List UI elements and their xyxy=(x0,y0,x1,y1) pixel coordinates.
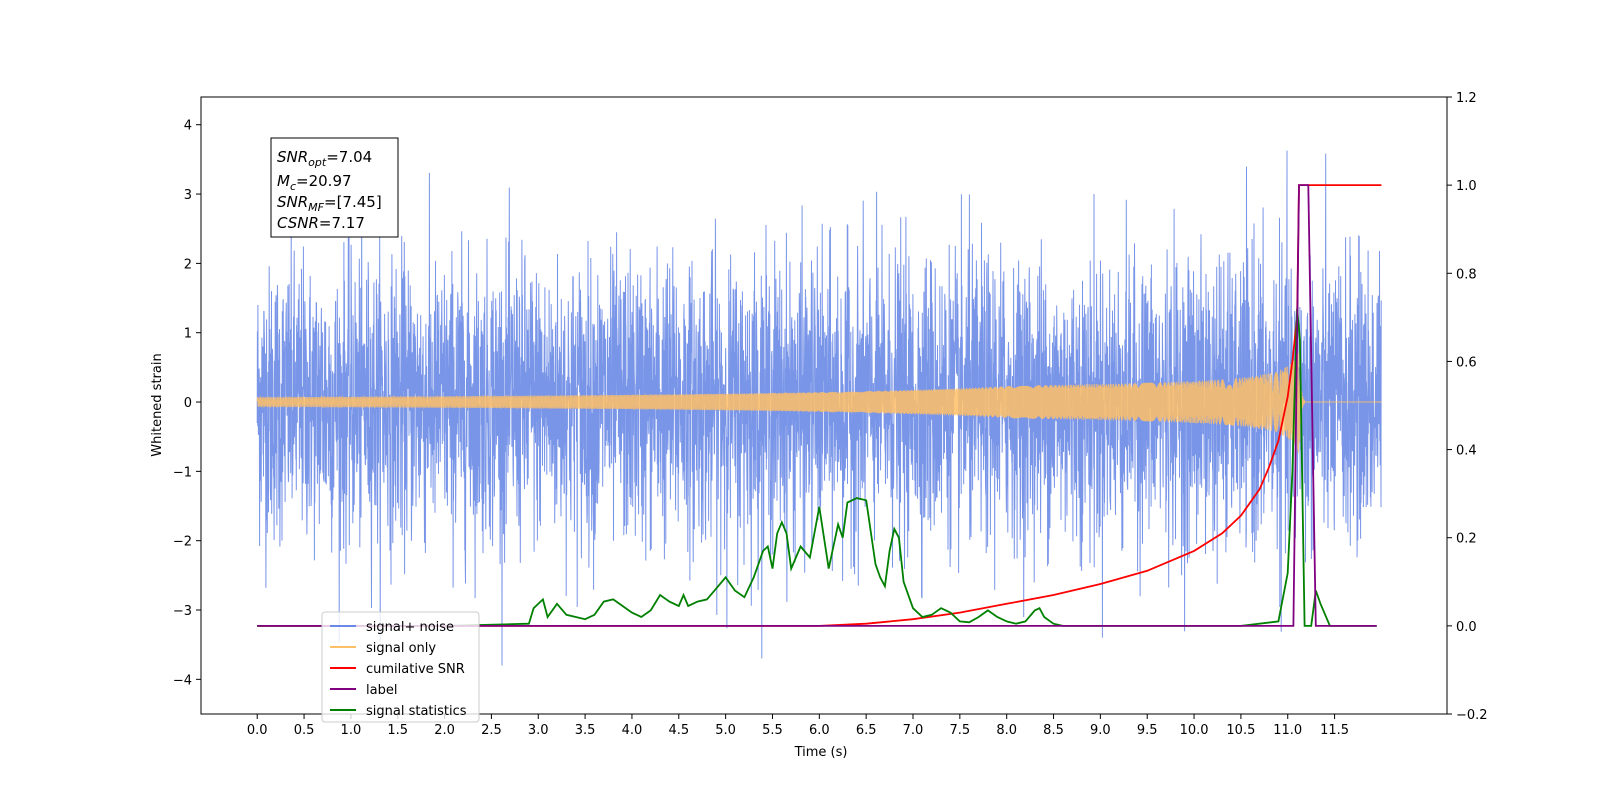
legend-label-signal-statistics: signal statistics xyxy=(366,704,467,719)
y-axis-label: Whitened strain xyxy=(150,353,165,456)
legend: signal+ noise signal only cumilative SNR… xyxy=(321,611,480,723)
legend-frame xyxy=(321,611,480,723)
series-signal-only-group xyxy=(256,350,1382,453)
y-left-tick-label: 3 xyxy=(184,188,192,203)
y-left-tick-label: −4 xyxy=(173,673,192,688)
y-right-tick-label: 1.0 xyxy=(1456,179,1477,194)
x-tick-label: 5.5 xyxy=(762,723,783,738)
y-axis-left: 4 3 2 1 0 −1 −2 −3 −4 xyxy=(173,119,201,688)
x-tick-label: 6.0 xyxy=(809,723,830,738)
y-left-tick-label: 0 xyxy=(184,396,192,411)
x-tick-label: 3.0 xyxy=(528,723,549,738)
x-tick-label: 11.5 xyxy=(1320,723,1349,738)
y-right-tick-label: 0.0 xyxy=(1456,620,1477,635)
y-left-tick-label: −1 xyxy=(173,465,192,480)
y-right-tick-label: 0.8 xyxy=(1456,267,1477,282)
y-left-tick-label: 4 xyxy=(184,119,192,134)
legend-label-cumilative-snr: cumilative SNR xyxy=(366,662,465,677)
legend-label-label: label xyxy=(366,683,397,698)
x-tick-label: 10.0 xyxy=(1180,723,1209,738)
plot-frame xyxy=(200,96,1448,715)
y-right-tick-label: −0.2 xyxy=(1456,708,1488,723)
x-tick-label: 8.5 xyxy=(1043,723,1064,738)
x-tick-label: 9.5 xyxy=(1137,723,1158,738)
x-tick-label: 9.0 xyxy=(1090,723,1111,738)
x-tick-label: 4.5 xyxy=(668,723,689,738)
annotation-snr-mf: SNRMF=[7.45] xyxy=(277,193,382,214)
y-left-tick-label: −3 xyxy=(173,604,192,619)
x-tick-label: 4.0 xyxy=(622,723,643,738)
annotation-mc: Mc=20.97 xyxy=(277,172,352,193)
x-tick-label: 10.5 xyxy=(1226,723,1255,738)
x-tick-label: 11.0 xyxy=(1273,723,1302,738)
legend-label-signal-only: signal only xyxy=(366,641,436,656)
y-left-tick-label: 1 xyxy=(184,327,192,342)
y-left-tick-label: −2 xyxy=(173,535,192,550)
annotation-snr-opt: SNRopt=7.04 xyxy=(277,148,372,169)
y-left-tick-label: 2 xyxy=(184,257,192,272)
x-tick-label: 0.0 xyxy=(247,723,268,738)
x-tick-label: 3.5 xyxy=(575,723,596,738)
y-right-tick-label: 1.2 xyxy=(1456,91,1477,106)
y-axis-right: 1.2 1.0 0.8 0.6 0.4 0.2 0.0 −0.2 xyxy=(1447,91,1488,723)
x-tick-label: 0.5 xyxy=(294,723,315,738)
y-right-tick-label: 0.6 xyxy=(1456,355,1477,370)
y-right-tick-label: 0.2 xyxy=(1456,532,1477,547)
y-right-tick-label: 0.4 xyxy=(1456,444,1477,459)
x-axis: 0.0 0.5 1.0 1.5 2.0 2.5 3.0 3.5 4.0 4.5 5.0 5.5 6.0 6… xyxy=(247,714,1349,738)
annotation-box: SNRopt=7.04 Mc=20.97 SNRMF=[7.45] CSNR=7… xyxy=(270,137,399,238)
x-tick-label: 1.5 xyxy=(387,723,408,738)
x-tick-label: 6.5 xyxy=(856,723,877,738)
x-tick-label: 7.5 xyxy=(949,723,970,738)
x-tick-label: 1.0 xyxy=(341,723,362,738)
annotation-csnr: CSNR=7.17 xyxy=(277,214,365,232)
series-signal-noise xyxy=(256,150,1382,666)
right-axis-series-group xyxy=(257,184,1382,627)
series-signal-noise-group xyxy=(256,150,1382,666)
x-axis-label: Time (s) xyxy=(794,745,848,760)
series-signal-only xyxy=(256,350,1382,453)
x-tick-label: 2.5 xyxy=(481,723,502,738)
x-tick-label: 7.0 xyxy=(903,723,924,738)
x-tick-label: 5.0 xyxy=(715,723,736,738)
legend-label-signal-noise: signal+ noise xyxy=(366,620,454,635)
series-label xyxy=(257,184,1377,627)
x-tick-label: 2.0 xyxy=(434,723,455,738)
x-tick-label: 8.0 xyxy=(996,723,1017,738)
